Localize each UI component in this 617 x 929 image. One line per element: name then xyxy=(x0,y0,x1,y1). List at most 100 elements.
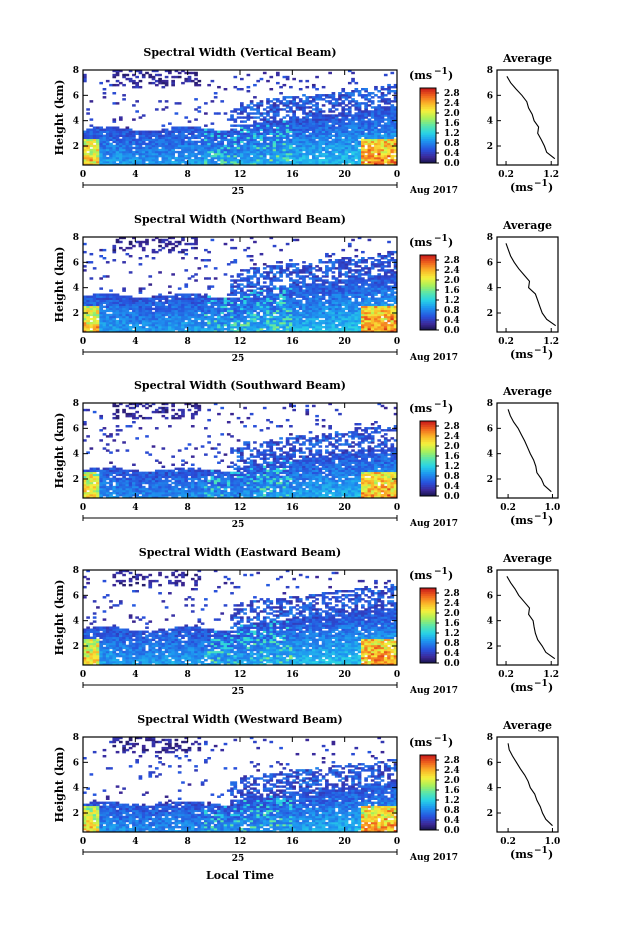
heatmap-cell xyxy=(318,311,323,315)
heatmap-cell xyxy=(118,313,123,317)
heatmap-cell xyxy=(377,118,382,121)
heatmap-cell xyxy=(115,144,120,148)
heatmap-cell xyxy=(380,116,385,119)
heatmap-cell xyxy=(393,307,398,311)
heatmap-cell xyxy=(158,240,162,244)
heatmap-cell xyxy=(204,136,208,140)
heatmap-cell xyxy=(370,132,375,135)
heatmap-cell xyxy=(181,128,185,131)
heatmap-cell xyxy=(351,238,355,242)
heatmap-cell xyxy=(158,323,162,327)
heatmap-cell xyxy=(374,311,378,315)
heatmap-cell xyxy=(390,85,395,89)
heatmap-cell xyxy=(86,112,90,115)
heatmap-cell xyxy=(269,130,274,133)
heatmap-cell xyxy=(334,128,339,131)
heatmap-cell xyxy=(275,309,280,313)
heatmap-cell xyxy=(207,315,211,319)
heatmap-cell xyxy=(321,321,326,325)
heatmap-cell xyxy=(377,327,382,331)
heatmap-cell xyxy=(370,106,375,109)
heatmap-cell xyxy=(272,128,277,131)
heatmap-cell xyxy=(174,102,179,105)
heatmap-cell xyxy=(141,287,146,290)
heatmap-cell xyxy=(253,148,257,152)
heatmap-cell xyxy=(318,301,323,305)
heatmap-cell xyxy=(344,323,349,327)
heatmap-cell xyxy=(233,305,238,309)
heatmap-cell xyxy=(370,293,375,296)
heatmap-cell xyxy=(285,126,290,129)
heatmap-cell xyxy=(321,315,326,319)
heatmap-cell xyxy=(387,287,391,290)
heatmap-cell xyxy=(338,329,342,333)
heatmap-cell xyxy=(204,311,208,315)
heatmap-cell xyxy=(177,329,182,333)
heatmap-cell xyxy=(197,150,202,154)
heatmap-cell xyxy=(393,134,398,138)
heatmap-cell xyxy=(374,275,378,278)
heatmap-cell xyxy=(230,311,234,315)
heatmap-cell xyxy=(285,315,290,319)
heatmap-cell xyxy=(128,154,133,158)
heatmap-cell xyxy=(187,154,192,158)
heatmap-cell xyxy=(223,156,228,160)
heatmap-cell xyxy=(275,315,280,319)
heatmap-cell xyxy=(298,323,303,327)
heatmap-cell xyxy=(259,148,264,152)
heatmap-cell xyxy=(256,301,261,305)
heatmap-cell xyxy=(367,152,372,156)
colorbar-segment xyxy=(420,151,436,155)
heatmap-cell xyxy=(354,307,359,311)
heatmap-cell xyxy=(357,126,362,129)
heatmap-cell xyxy=(246,246,251,250)
heatmap-cell xyxy=(344,158,349,162)
heatmap-cell xyxy=(334,134,339,138)
heatmap-cell xyxy=(243,285,247,288)
heatmap-cell xyxy=(387,297,391,300)
heatmap-cell xyxy=(197,267,202,270)
heatmap-cell xyxy=(168,305,172,309)
heatmap-cell xyxy=(383,307,388,311)
heatmap-cell xyxy=(164,79,169,83)
heatmap-cell xyxy=(377,315,382,319)
heatmap-cell xyxy=(138,156,143,160)
heatmap-cell xyxy=(256,122,261,125)
heatmap-cell xyxy=(344,275,349,278)
heatmap-cell xyxy=(311,297,316,300)
heatmap-cell xyxy=(383,293,388,296)
heatmap-cell xyxy=(125,142,130,146)
heatmap-cell xyxy=(89,134,94,138)
heatmap-cell xyxy=(266,118,270,121)
heatmap-cell xyxy=(266,285,270,288)
heatmap-cell xyxy=(83,150,87,154)
heatmap-cell xyxy=(331,271,336,274)
heatmap-cell xyxy=(83,138,87,142)
heatmap-cell xyxy=(305,275,310,278)
heatmap-cell xyxy=(89,130,94,133)
heatmap-cell xyxy=(377,124,382,127)
heatmap-cell xyxy=(338,134,342,138)
heatmap-cell xyxy=(99,254,104,258)
heatmap-cell xyxy=(204,299,208,302)
heatmap-cell xyxy=(223,152,228,156)
heatmap-cell xyxy=(194,71,198,75)
heatmap-cell xyxy=(99,136,104,140)
heatmap-cell xyxy=(272,319,277,323)
heatmap-cell xyxy=(158,238,162,242)
heatmap-cell xyxy=(328,301,332,305)
heatmap-cell xyxy=(328,287,332,290)
heatmap-cell xyxy=(272,116,277,119)
heatmap-cell xyxy=(86,323,90,327)
heatmap-cell xyxy=(390,271,395,274)
heatmap-cell xyxy=(302,122,306,125)
heatmap-cell xyxy=(383,130,388,133)
heatmap-cell xyxy=(213,311,218,315)
heatmap-cell xyxy=(282,120,287,123)
x-tick-label: 12 xyxy=(234,170,247,180)
heatmap-cell xyxy=(83,130,87,133)
heatmap-cell xyxy=(83,305,87,309)
heatmap-cell xyxy=(285,297,290,300)
heatmap-cell xyxy=(154,313,159,317)
heatmap-cell xyxy=(331,315,336,319)
